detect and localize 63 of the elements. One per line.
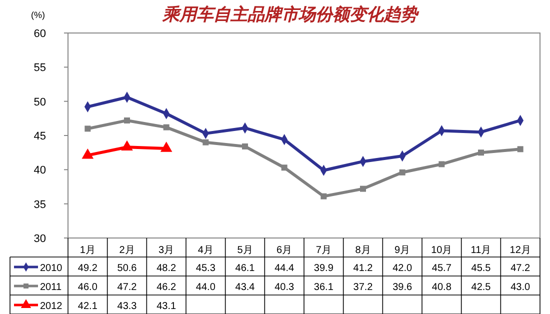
data-label: 42.0 (392, 263, 412, 274)
y-tick-label: 30 (34, 233, 46, 245)
legend-label: 2011 (40, 282, 62, 293)
data-label: 43.4 (235, 282, 256, 293)
x-tick-label: 5月 (237, 245, 253, 256)
data-label: 40.8 (432, 282, 452, 293)
y-tick-label: 55 (34, 62, 46, 74)
x-tick-label: 10月 (431, 245, 452, 256)
point (281, 164, 288, 171)
data-label: 37.2 (353, 282, 374, 293)
point (517, 146, 524, 152)
data-label: 46.0 (78, 282, 98, 293)
y-axis-title: (%) (31, 10, 45, 20)
x-tick-label: 3月 (158, 245, 174, 256)
x-tick-label: 8月 (355, 245, 371, 256)
legend-label: 2010 (40, 263, 63, 274)
point (360, 186, 366, 192)
data-label: 48.2 (156, 263, 176, 274)
data-label: 43.3 (117, 301, 138, 312)
data-label: 41.2 (353, 263, 374, 274)
data-label: 42.5 (471, 282, 492, 293)
x-tick-label: 11月 (470, 245, 492, 256)
x-tick-label: 9月 (394, 245, 410, 256)
x-tick-label: 2月 (119, 245, 135, 256)
x-tick-label: 7月 (316, 245, 332, 256)
y-tick-label: 40 (34, 164, 46, 177)
data-label: 42.1 (78, 301, 98, 312)
x-tick-label: 6月 (276, 245, 292, 256)
point (478, 150, 484, 156)
data-label: 40.3 (274, 282, 294, 293)
data-label: 47.2 (510, 263, 530, 274)
data-label: 45.5 (471, 263, 492, 274)
point (124, 117, 130, 124)
data-label: 44.0 (196, 282, 216, 293)
y-tick-label: 60 (34, 28, 46, 40)
x-tick-label: 12月 (510, 245, 531, 256)
y-tick-label: 45 (34, 130, 46, 142)
x-tick-label: 4月 (198, 245, 214, 256)
point (320, 193, 327, 200)
point (202, 139, 209, 146)
data-label: 47.2 (117, 282, 138, 293)
data-label: 46.2 (156, 282, 176, 293)
y-tick-label: 35 (34, 198, 46, 211)
point (399, 169, 406, 176)
data-label: 39.9 (314, 263, 334, 274)
data-label: 39.6 (392, 282, 412, 293)
legend-label: 2012 (40, 301, 63, 312)
point (438, 161, 445, 168)
point (84, 126, 91, 132)
data-label: 49.2 (78, 263, 98, 274)
data-label: 44.4 (274, 263, 294, 274)
point (242, 143, 248, 150)
data-label: 45.7 (432, 263, 452, 274)
point (163, 124, 170, 130)
data-label: 45.3 (196, 263, 216, 274)
data-label: 46.1 (235, 263, 256, 274)
x-tick-label: 1月 (80, 245, 96, 256)
y-tick-label: 50 (34, 96, 46, 108)
data-label: 43.0 (510, 282, 530, 293)
data-label: 43.1 (156, 301, 176, 312)
data-label: 50.6 (117, 263, 138, 274)
data-label: 36.1 (314, 282, 334, 293)
chart-title: 乘用车自主品牌市场份额变化趋势 (162, 5, 420, 24)
